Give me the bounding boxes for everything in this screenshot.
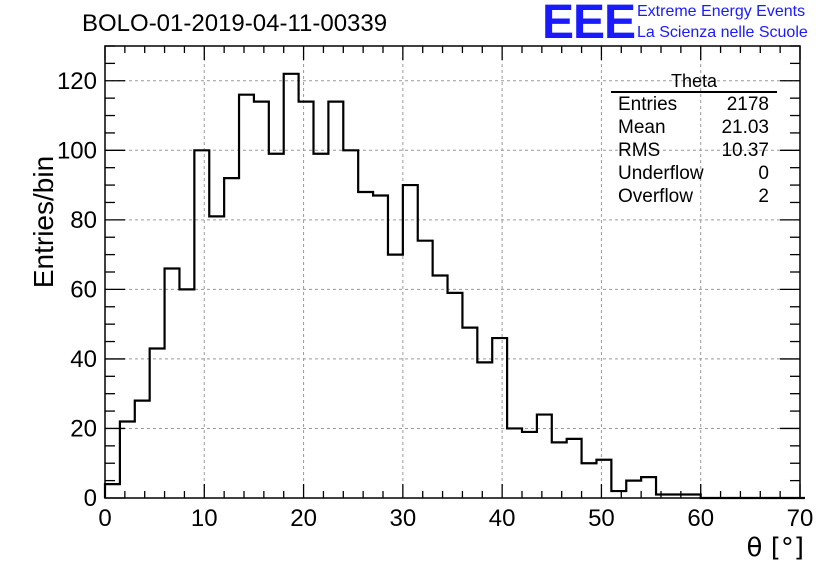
axis-ticks	[104, 45, 801, 499]
histogram-bins	[103, 72, 805, 500]
histogram-bin	[269, 154, 284, 498]
stats-title: Theta	[611, 72, 777, 93]
run-title: BOLO-01-2019-04-11-00339	[82, 10, 388, 37]
y-tick-label: 0	[84, 485, 97, 512]
histogram-bin	[477, 362, 492, 498]
histogram-outline	[103, 72, 805, 500]
y-tick-label: 60	[70, 276, 97, 303]
histogram-bin	[194, 150, 209, 498]
stats-value: 2	[758, 186, 769, 207]
histogram-bin	[552, 442, 567, 498]
x-tick-label: 50	[588, 505, 615, 532]
logo-tagline-2: La Scienza nelle Scuole	[637, 24, 808, 41]
stats-row-underflow: Underflow 0	[611, 162, 777, 185]
stats-value: 2178	[726, 94, 769, 115]
histogram-bin	[224, 178, 239, 498]
histogram-bin	[418, 241, 433, 498]
stats-label: Entries	[618, 94, 678, 115]
histogram-bin	[641, 477, 656, 498]
histogram-bin	[239, 95, 254, 498]
histogram-bin	[135, 401, 150, 498]
histogram-bin	[596, 460, 611, 498]
stats-row-entries: Entries 2178	[611, 93, 777, 116]
stats-value: 0	[758, 163, 769, 184]
histogram-bin	[522, 432, 537, 498]
histogram-bin	[254, 102, 269, 498]
y-tick-label: 100	[57, 137, 97, 164]
x-tick-label: 20	[290, 505, 317, 532]
histogram-bin	[150, 348, 165, 498]
histogram-bin	[626, 481, 641, 498]
x-tick-label: 0	[98, 505, 111, 532]
histogram-bin	[209, 216, 224, 498]
histogram-bin	[299, 102, 314, 498]
histogram-bin	[448, 293, 463, 498]
y-tick-label: 40	[70, 346, 97, 373]
histogram-bin	[567, 439, 582, 498]
stats-value: 10.37	[721, 140, 769, 161]
histogram-bin	[179, 289, 194, 498]
y-tick-label: 80	[70, 207, 97, 234]
histogram-bin	[582, 463, 597, 498]
stats-value: 21.03	[721, 117, 769, 138]
histogram-bin	[611, 491, 626, 498]
histogram-bin	[433, 275, 448, 498]
histogram-bin	[462, 328, 477, 498]
x-axis-label: θ [°]	[746, 533, 804, 563]
x-tick-label: 70	[787, 505, 814, 532]
histogram-bin	[388, 255, 403, 498]
x-tick-label: 60	[687, 505, 714, 532]
histogram-bin	[343, 150, 358, 498]
x-tick-label: 30	[390, 505, 417, 532]
stats-box: Theta Entries 2178 Mean 21.03 RMS 10.37 …	[611, 72, 777, 208]
x-tick-label: 10	[191, 505, 218, 532]
y-tick-label: 120	[57, 68, 97, 95]
histogram-bin	[314, 154, 329, 498]
x-tick-label: 40	[489, 505, 516, 532]
histogram-bin	[120, 422, 135, 498]
histogram-bin	[373, 196, 388, 498]
stats-label: Overflow	[618, 186, 693, 207]
stats-label: Mean	[618, 117, 666, 138]
histogram-bin	[358, 192, 373, 498]
histogram-bin	[105, 484, 120, 498]
y-tick-label: 20	[70, 415, 97, 442]
stats-label: RMS	[618, 140, 661, 161]
histogram-bin	[403, 185, 418, 498]
histogram-bin	[284, 74, 299, 498]
eee-logo: EEE	[542, 0, 636, 49]
histogram-bin	[492, 338, 507, 498]
grid	[105, 46, 800, 498]
histogram-bin	[165, 269, 180, 498]
stats-row-rms: RMS 10.37	[611, 139, 777, 162]
logo-tagline-1: Extreme Energy Events	[637, 3, 806, 20]
stats-label: Underflow	[618, 163, 704, 184]
histogram-bin	[328, 102, 343, 498]
histogram-bin	[537, 415, 552, 498]
y-axis-label: Entries/bin	[28, 155, 59, 289]
stats-row-overflow: Overflow 2	[611, 185, 777, 208]
histogram-bin	[507, 428, 522, 498]
stats-row-mean: Mean 21.03	[611, 116, 777, 139]
